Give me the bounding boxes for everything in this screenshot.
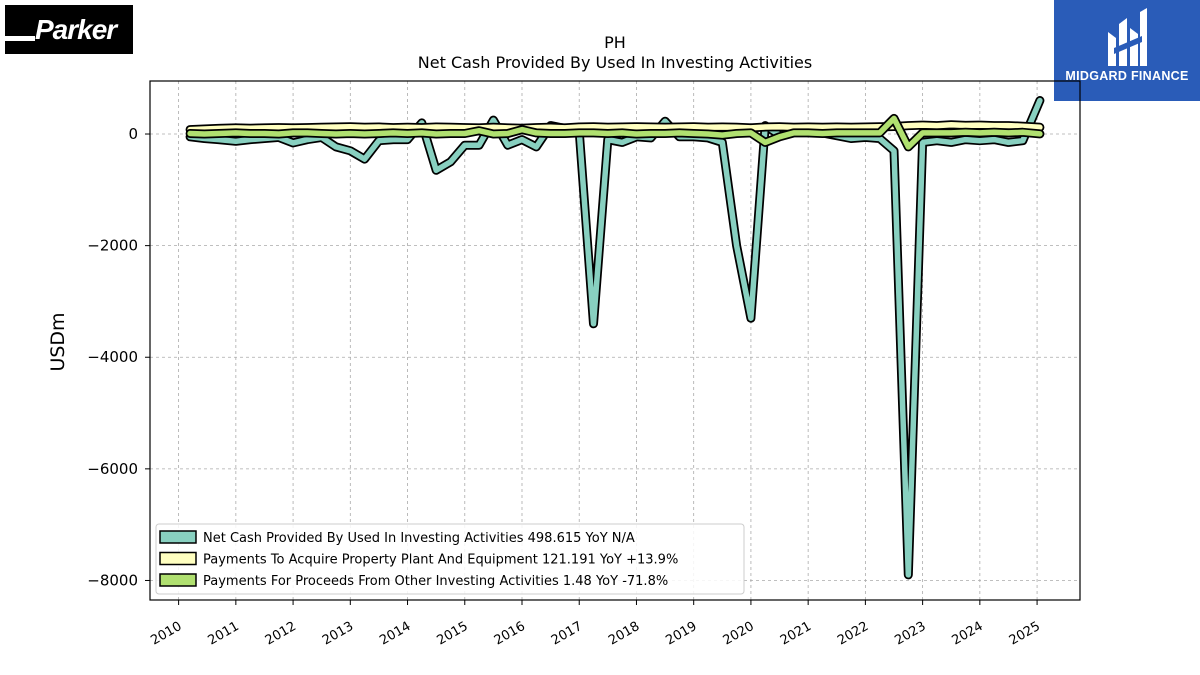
y-axis-label: USDm [47, 312, 69, 371]
chart-subtitle: Net Cash Provided By Used In Investing A… [418, 53, 812, 72]
grid-lines [150, 81, 1080, 600]
x-axis: 2010 2011 2012 2013 2014 2015 2016 2017 2018 2019… [148, 600, 1043, 648]
x-tick-label: 2022 [835, 619, 871, 649]
x-tick-label: 2013 [320, 619, 356, 649]
x-tick-label: 2012 [263, 619, 299, 649]
plot-frame [149, 80, 1081, 601]
x-tick-label: 2016 [492, 619, 528, 649]
x-tick-label: 2019 [663, 619, 699, 649]
legend-label-1: Net Cash Provided By Used In Investing A… [203, 531, 635, 546]
series-line-1 [187, 97, 1043, 578]
y-tick-label: −2000 [87, 237, 138, 255]
x-tick-label: 2021 [778, 619, 814, 649]
series-layer [185, 96, 1045, 580]
midgard-logo-text: MIDGARD FINANCE [1065, 69, 1189, 83]
legend: Net Cash Provided By Used In Investing A… [155, 523, 745, 595]
chart-title: PH [604, 33, 626, 52]
midgard-finance-logo: MIDGARD FINANCE [1054, 0, 1200, 101]
x-tick-label: 2015 [434, 619, 470, 649]
y-tick-label: −8000 [87, 571, 138, 589]
y-tick-label: 0 [128, 125, 138, 143]
x-tick-label: 2025 [1007, 619, 1043, 649]
parker-logo-text: Parker [35, 14, 117, 45]
legend-label-2: Payments To Acquire Property Plant And E… [203, 553, 678, 568]
x-tick-label: 2018 [606, 619, 642, 649]
legend-swatch-3 [159, 573, 197, 587]
x-tick-label: 2024 [950, 619, 986, 649]
x-tick-label: 2010 [148, 619, 184, 649]
x-tick-label: 2014 [377, 619, 413, 649]
parker-logo: Parker [5, 5, 133, 54]
y-axis: 0 −2000 −4000 −6000 −8000 [87, 125, 150, 589]
x-tick-label: 2017 [549, 619, 585, 649]
y-tick-label: −4000 [87, 348, 138, 366]
legend-box [155, 523, 745, 595]
x-tick-label: 2011 [206, 619, 242, 649]
midgard-monogram-icon [1108, 8, 1147, 66]
legend-label-3: Payments For Proceeds From Other Investi… [203, 574, 668, 589]
logo-dash [5, 36, 35, 41]
x-tick-label: 2023 [892, 619, 928, 649]
legend-swatch-1 [159, 530, 197, 544]
x-tick-label: 2020 [721, 619, 757, 649]
legend-swatch-2 [159, 551, 197, 566]
y-tick-label: −6000 [87, 460, 138, 478]
series-line-3 [187, 115, 1043, 150]
